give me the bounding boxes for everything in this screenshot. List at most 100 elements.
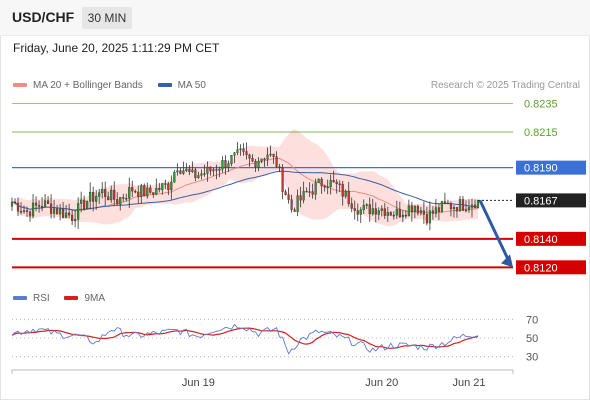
legend-swatch-bollinger <box>13 83 27 88</box>
rsi-9ma-line <box>11 327 479 349</box>
level-label-resistance: 0.8215 <box>524 127 558 139</box>
candle-body <box>386 212 389 216</box>
forecast-arrow-shaft <box>478 199 511 262</box>
candle-body <box>365 204 368 206</box>
candle-body <box>140 185 143 197</box>
x-tick-label: Jun 19 <box>182 377 215 389</box>
candle-body <box>347 190 350 204</box>
candle-body <box>128 187 131 199</box>
candle-body <box>302 190 305 201</box>
candle-body <box>176 170 179 173</box>
candle-body <box>155 187 158 195</box>
candle-body <box>344 190 347 197</box>
candle-body <box>167 183 170 191</box>
candle-body <box>152 192 155 195</box>
candle-body <box>425 214 428 224</box>
candle-body <box>353 208 356 211</box>
candle-body <box>149 187 152 193</box>
candle-body <box>458 199 462 212</box>
candle-body <box>437 207 441 212</box>
datetime-label: Friday, June 20, 2025 1:11:29 PM CET <box>13 41 220 55</box>
candle-body <box>203 173 206 175</box>
forecast-arrow-head <box>501 254 513 268</box>
timeframe-badge[interactable]: 30 MIN <box>82 7 132 29</box>
candle-body <box>440 201 444 212</box>
x-tick-label: Jun 20 <box>365 377 398 389</box>
candle-body <box>161 183 164 190</box>
candle-body <box>431 210 434 214</box>
rsi-line <box>11 323 479 355</box>
candle-body <box>389 212 392 216</box>
candle-body <box>293 209 296 212</box>
candle-body <box>116 199 119 205</box>
candle-body <box>317 178 320 183</box>
candle-body <box>464 209 468 212</box>
candle-body <box>143 185 146 197</box>
candle-body <box>314 182 317 195</box>
candle-body <box>413 205 416 213</box>
candle-body <box>392 214 395 217</box>
candle-body <box>65 212 68 218</box>
candle-body <box>320 178 323 187</box>
candle-body <box>119 197 122 205</box>
candle-body <box>269 153 272 156</box>
candle-body <box>173 171 176 183</box>
candle-body <box>395 208 398 216</box>
candle-body <box>272 153 275 157</box>
candle-body <box>278 166 281 168</box>
candle-body <box>200 173 203 176</box>
candle-body <box>377 210 380 215</box>
candle-body <box>59 208 62 215</box>
candle-body <box>77 203 80 220</box>
last-price-tag <box>516 193 586 208</box>
candle-body <box>239 148 242 150</box>
candle-body <box>179 170 182 174</box>
candle-body <box>443 201 447 204</box>
candle-body <box>134 190 137 193</box>
candle-body <box>404 214 407 217</box>
candle-body <box>230 155 233 164</box>
legend-swatch-rsi <box>13 296 27 301</box>
candle-body <box>37 205 41 207</box>
candle-body <box>71 214 74 221</box>
candle-body <box>122 197 125 199</box>
candle-body <box>182 170 185 174</box>
candle-body <box>335 181 338 185</box>
candle-body <box>31 202 35 217</box>
candle-body <box>101 189 104 194</box>
candle-body <box>422 210 425 215</box>
legend-label-ma50: MA 50 <box>177 80 206 91</box>
candle-body <box>416 205 419 214</box>
candle-body <box>164 183 167 185</box>
candle-body <box>80 199 83 204</box>
legend-swatch-9ma <box>64 296 79 301</box>
candle-body <box>22 210 26 212</box>
candle-body <box>113 189 116 200</box>
candle-body <box>158 187 161 190</box>
candle-body <box>74 219 77 221</box>
candle-body <box>284 191 287 195</box>
candle-body <box>398 208 401 218</box>
candle-body <box>452 207 456 210</box>
candle-body <box>476 200 480 209</box>
candle-body <box>25 210 29 212</box>
candle-body <box>248 154 251 159</box>
candle-body <box>218 168 221 171</box>
candle-body <box>13 201 17 204</box>
candle-body <box>98 192 101 197</box>
candle-body <box>329 180 332 188</box>
candle-body <box>68 212 71 216</box>
candle-body <box>224 160 227 168</box>
candle-body <box>43 200 47 207</box>
legend-item-rsi: RSI <box>13 293 50 304</box>
candle-body <box>296 195 299 212</box>
candle-body <box>266 154 269 160</box>
candle-body <box>49 203 53 214</box>
candle-body <box>446 202 450 205</box>
last-price-label: 0.8167 <box>524 195 558 207</box>
candle-body <box>332 180 335 183</box>
candle-body <box>188 168 191 173</box>
candle-body <box>107 196 110 201</box>
candle-body <box>212 169 215 172</box>
